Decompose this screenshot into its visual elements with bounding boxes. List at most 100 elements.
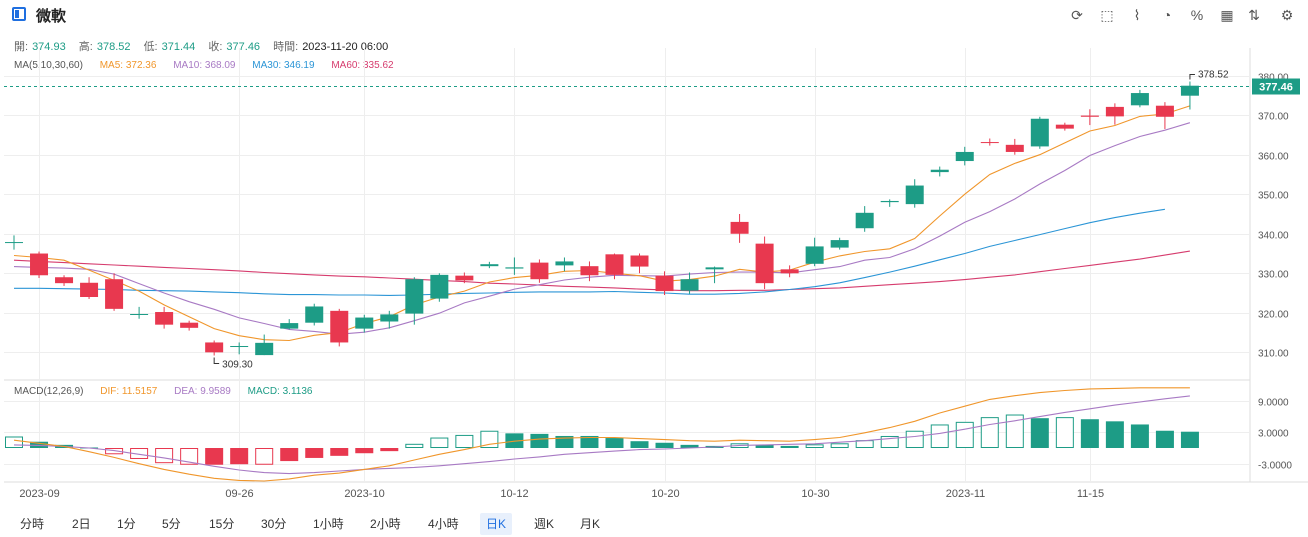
price-tick-label: 350.00 (1258, 191, 1289, 202)
period-tab-9[interactable]: 日K (480, 513, 513, 535)
macd-bar (305, 448, 324, 458)
macd-bar (580, 435, 599, 448)
macd-bar (930, 424, 949, 449)
panel-toggle-icon[interactable] (12, 7, 26, 21)
dif-line (13, 387, 1190, 482)
macd-tick-label: 3.0000 (1258, 429, 1289, 440)
candle-body (430, 274, 449, 299)
ma-legend: MA(5,10,30,60) MA5: 372.36 MA10: 368.09 … (14, 60, 408, 71)
x-tick-label: 2023-09 (19, 488, 59, 500)
price-tick-label: 380.00 (1258, 73, 1289, 84)
candle-body (455, 275, 474, 281)
macd-bar (255, 448, 274, 465)
period-tab-1[interactable]: 2日 (72, 517, 91, 531)
price-tick-label: 340.00 (1258, 231, 1289, 242)
candle-body (305, 306, 324, 323)
candle-body (130, 313, 149, 315)
candle-body (405, 279, 424, 314)
period-tab-0[interactable]: 分時 (20, 517, 45, 531)
candle-body (805, 246, 824, 264)
candle-body (1055, 124, 1074, 129)
open-value: 374.93 (32, 41, 66, 53)
macd-bar (955, 421, 974, 449)
macd-bar (905, 430, 924, 449)
percent-icon[interactable]: % (1190, 7, 1204, 23)
candle-body (930, 169, 949, 173)
period-tab-5[interactable]: 30分 (261, 517, 287, 531)
candle-body (580, 266, 599, 276)
last-price-tag (1252, 78, 1300, 95)
last-price-label: 377.46 (1259, 82, 1293, 94)
candle-body (55, 277, 74, 284)
ma5-line (13, 105, 1191, 342)
macd-bar (880, 435, 899, 449)
candle-body (230, 346, 249, 348)
period-tab-7[interactable]: 2小時 (370, 517, 401, 531)
macd-bar (680, 444, 699, 448)
candle-body (155, 312, 174, 325)
macd-bar (530, 433, 549, 448)
ma-legend-title: MA(5,10,30,60) (14, 60, 83, 71)
candlestick-chart[interactable]: 2023-09 09-26 2023-10 10-12 10-20 10-30 2023-1… (0, 0, 1308, 508)
candle-body (255, 342, 274, 356)
low-label: 低: (143, 41, 158, 53)
macd-bar (155, 448, 174, 464)
period-tab-6[interactable]: 1小時 (313, 517, 344, 531)
indicator-icon[interactable]: ⌇ (1133, 7, 1141, 23)
candle-body (5, 242, 23, 244)
candle-body (1180, 85, 1199, 96)
candle-body (480, 264, 499, 267)
high-label: 高: (78, 41, 93, 53)
high-marker-arrow (1189, 74, 1195, 80)
candle-body (80, 282, 99, 297)
x-tick-label: 11-15 (1077, 488, 1104, 500)
period-tab-10[interactable]: 週K (534, 517, 555, 531)
ohlc-readout: 開: 374.93 高: 378.52 低: 371.44 收: 377.46 時間: 2… (14, 38, 392, 54)
x-tick-label: 2023-11 (946, 488, 986, 500)
candle-body (1005, 144, 1024, 152)
low-marker-label: 309.30 (222, 359, 253, 370)
macd-bar (1055, 417, 1074, 448)
candle-body (980, 142, 999, 144)
candle-body (830, 240, 849, 248)
draw-icon[interactable]: ⬚ (1100, 7, 1114, 23)
period-tab-8[interactable]: 4小時 (428, 517, 459, 531)
price-tick-label: 310.00 (1258, 349, 1289, 360)
candle-body (1155, 105, 1174, 117)
sort-icon[interactable]: ⇅ (1248, 7, 1260, 23)
period-tab-2[interactable]: 1分 (117, 517, 136, 531)
price-tick-label: 370.00 (1258, 112, 1289, 123)
macd-bar (1105, 421, 1124, 448)
candle-body (380, 314, 399, 322)
settings-icon[interactable]: ⚙ (1280, 7, 1294, 23)
candle-body (605, 254, 624, 275)
macd-bar (1080, 419, 1099, 448)
refresh-icon[interactable]: ⟳ (1071, 7, 1083, 23)
ma30-line (14, 208, 1165, 296)
candle-body (755, 243, 774, 284)
macd-bar (1180, 431, 1199, 448)
macd-bar (380, 448, 399, 452)
candle-body (705, 267, 724, 270)
x-tick-label: 10-12 (500, 488, 528, 500)
period-tab-3[interactable]: 5分 (162, 517, 181, 531)
dif-legend: DIF: 11.5157 (100, 386, 158, 397)
period-tab-4[interactable]: 15分 (209, 517, 235, 531)
macd-bar (180, 448, 199, 465)
x-tick-label: 10-30 (801, 488, 829, 500)
macd-legend: MACD(12,26,9) DIF: 11.5157 DEA: 9.9589 M… (14, 386, 326, 397)
candle-body (630, 255, 649, 267)
candle-body (780, 269, 799, 274)
macd-bar (280, 448, 299, 462)
grid-icon[interactable]: ▦ (1220, 7, 1234, 23)
candle-body (30, 253, 49, 276)
candle-body (1030, 118, 1049, 147)
candle-body (180, 322, 199, 328)
period-tab-11[interactable]: 月K (580, 517, 601, 531)
candle-body (1130, 93, 1149, 106)
macd-bar (205, 448, 224, 465)
pie-icon[interactable]: ◔ (1162, 7, 1172, 23)
macd-bar (655, 442, 674, 448)
ma10-line (13, 122, 1191, 335)
macd-bar (855, 440, 874, 448)
